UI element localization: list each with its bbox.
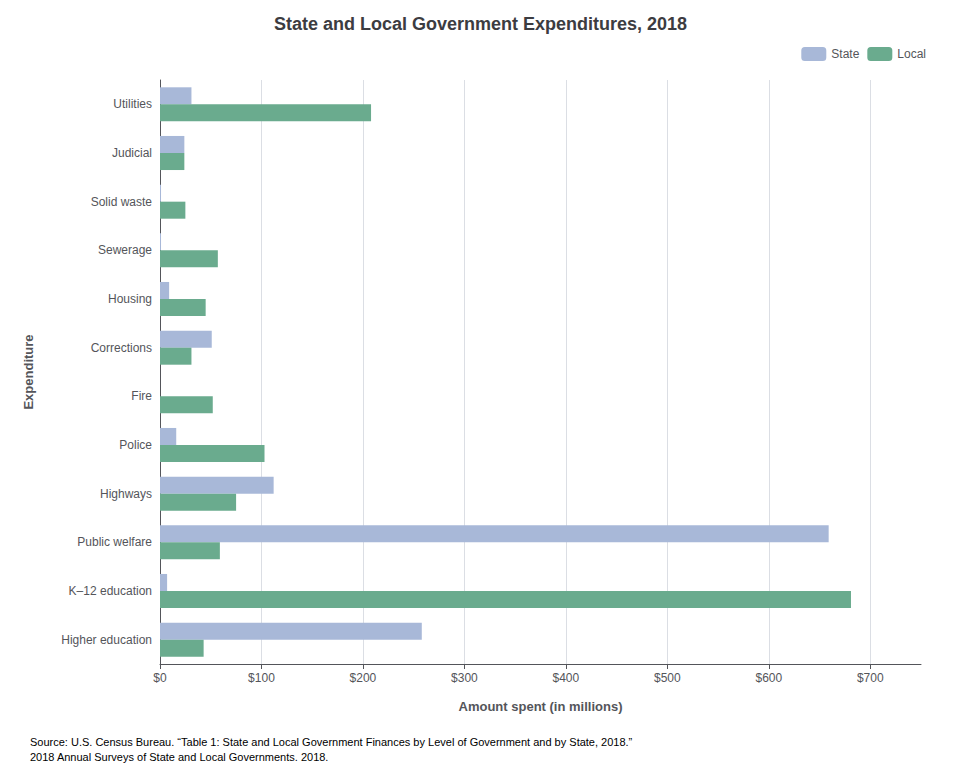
svg-text:K–12 education: K–12 education <box>69 584 152 598</box>
svg-text:Police: Police <box>119 438 152 452</box>
svg-text:Judicial: Judicial <box>112 146 152 160</box>
svg-text:$600: $600 <box>755 671 782 685</box>
svg-text:Solid waste: Solid waste <box>91 195 153 209</box>
svg-text:$200: $200 <box>350 671 377 685</box>
svg-text:State: State <box>831 47 859 61</box>
svg-text:$500: $500 <box>654 671 681 685</box>
svg-text:Highways: Highways <box>100 487 152 501</box>
svg-text:Housing: Housing <box>108 292 152 306</box>
svg-text:Source: U.S. Census Bureau. “T: Source: U.S. Census Bureau. “Table 1: St… <box>30 736 633 748</box>
svg-text:Higher education: Higher education <box>61 633 152 647</box>
svg-text:Utilities: Utilities <box>113 97 152 111</box>
svg-text:Public welfare: Public welfare <box>77 535 152 549</box>
svg-text:$300: $300 <box>451 671 478 685</box>
svg-text:$700: $700 <box>857 671 884 685</box>
svg-text:Expenditure: Expenditure <box>21 334 36 409</box>
svg-text:2018 Annual Surveys of State a: 2018 Annual Surveys of State and Local G… <box>30 751 328 763</box>
svg-text:Amount spent (in millions): Amount spent (in millions) <box>459 699 623 714</box>
svg-text:Corrections: Corrections <box>91 341 152 355</box>
svg-text:$400: $400 <box>553 671 580 685</box>
svg-text:Local: Local <box>897 47 926 61</box>
svg-text:State and Local Government Exp: State and Local Government Expenditures,… <box>274 14 687 34</box>
svg-text:$0: $0 <box>153 671 167 685</box>
svg-text:Sewerage: Sewerage <box>98 243 152 257</box>
svg-text:Fire: Fire <box>131 389 152 403</box>
svg-text:$100: $100 <box>248 671 275 685</box>
